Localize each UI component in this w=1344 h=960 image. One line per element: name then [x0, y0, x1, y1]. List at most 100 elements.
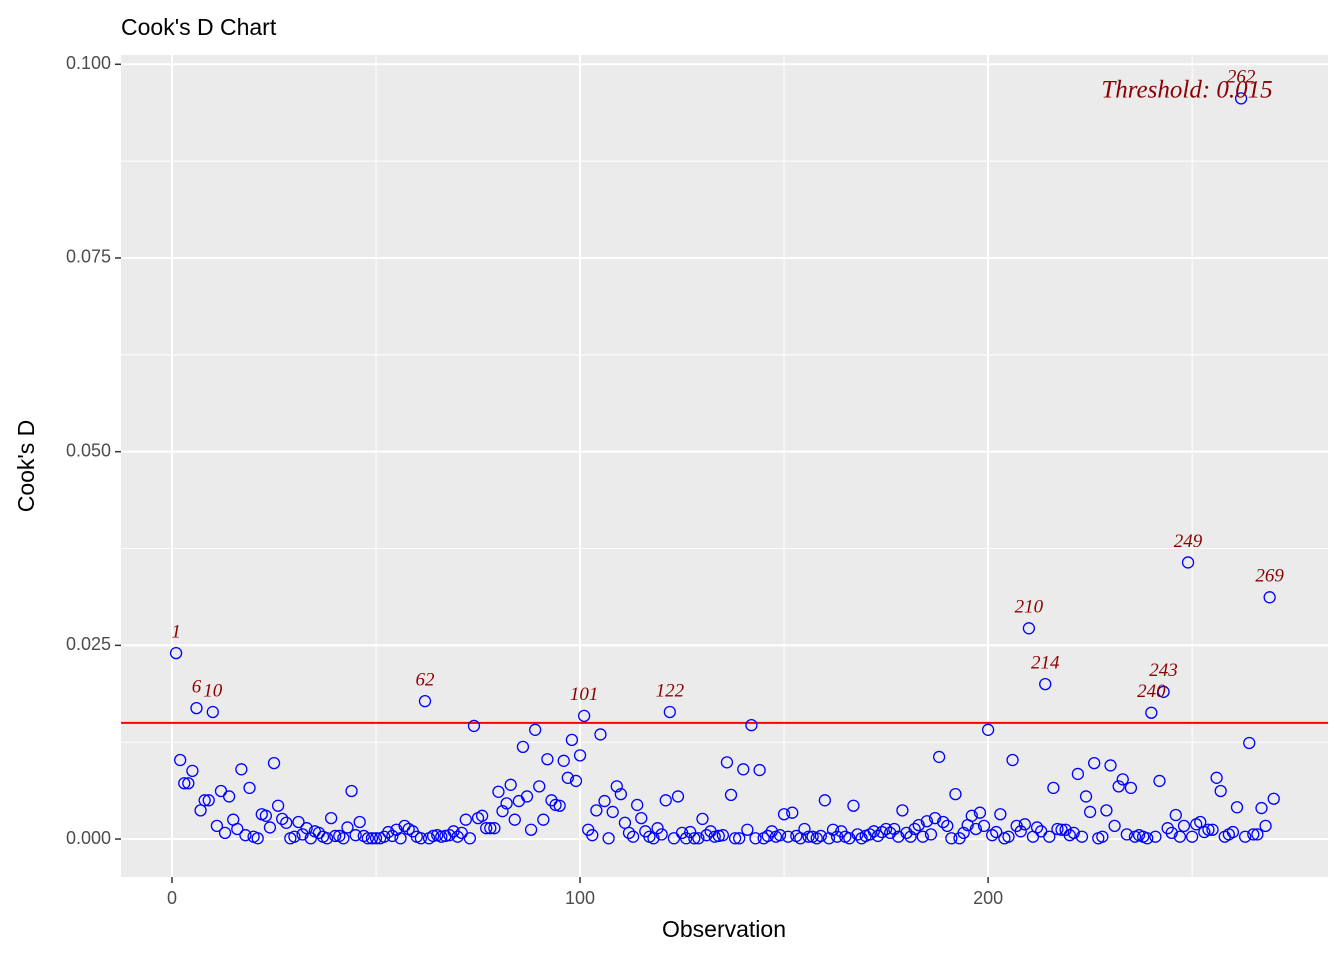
point: [847, 799, 860, 812]
point: [745, 719, 758, 732]
point: [716, 829, 730, 842]
point: [610, 780, 623, 793]
point: [418, 694, 432, 708]
point: [1243, 736, 1256, 750]
point: [218, 826, 232, 839]
point: [973, 806, 987, 819]
point-label: 122: [656, 680, 685, 701]
point: [696, 812, 709, 826]
point: [1185, 830, 1199, 843]
point-label: 10: [203, 680, 223, 701]
point: [798, 822, 811, 836]
point: [994, 808, 1007, 821]
point: [435, 830, 448, 843]
point: [606, 805, 619, 819]
point: [631, 798, 644, 812]
point: [427, 829, 440, 843]
point: [720, 756, 734, 769]
point: [324, 811, 338, 825]
point: [1149, 830, 1162, 843]
point: [708, 830, 721, 843]
point: [288, 830, 301, 843]
point: [239, 829, 252, 842]
point: [896, 804, 909, 817]
point: [912, 818, 925, 832]
point: [190, 701, 203, 715]
point: [1263, 591, 1276, 604]
point: [504, 778, 517, 791]
point: [843, 832, 856, 845]
point: [1267, 792, 1280, 805]
y-tick-label: 0.100: [66, 53, 111, 73]
point-label: 243: [1149, 660, 1178, 681]
point: [1124, 781, 1138, 795]
y-tick-label: 0.000: [66, 828, 111, 848]
chart-title: Cook's D Chart: [121, 14, 277, 40]
point: [508, 813, 521, 826]
point: [488, 822, 501, 835]
point: [1230, 801, 1244, 814]
point: [851, 828, 864, 841]
point: [728, 832, 742, 845]
point: [1145, 706, 1158, 719]
point: [1079, 790, 1093, 803]
point: [549, 798, 562, 812]
point: [1096, 830, 1109, 843]
point: [904, 830, 917, 843]
x-tick-label: 0: [167, 888, 177, 908]
point: [329, 829, 342, 843]
point: [1006, 753, 1019, 767]
point: [320, 832, 334, 845]
point: [626, 830, 640, 843]
point: [1239, 830, 1252, 843]
point: [553, 799, 566, 812]
point: [174, 753, 187, 767]
point: [786, 806, 799, 819]
point: [1153, 774, 1166, 788]
point: [210, 819, 224, 833]
point: [908, 822, 921, 836]
point: [496, 804, 509, 818]
point: [802, 830, 815, 843]
point: [594, 728, 607, 741]
point: [178, 777, 191, 790]
point-label: 101: [570, 684, 599, 705]
point: [651, 822, 664, 835]
point: [1157, 685, 1170, 698]
point: [679, 832, 693, 845]
point: [977, 819, 991, 833]
point: [235, 763, 248, 776]
point: [659, 794, 672, 807]
point: [484, 822, 497, 835]
point: [524, 823, 538, 836]
point: [1116, 773, 1129, 786]
point: [590, 804, 603, 817]
point: [949, 787, 962, 801]
point: [365, 832, 379, 845]
y-tick-label: 0.025: [66, 634, 111, 654]
point: [475, 809, 489, 822]
point: [520, 790, 534, 803]
point: [1161, 822, 1174, 835]
point: [586, 829, 599, 842]
point: [969, 822, 983, 836]
point: [459, 813, 472, 826]
point: [920, 815, 934, 828]
point-label: 240: [1137, 681, 1166, 702]
point: [888, 822, 901, 836]
point: [782, 830, 795, 843]
point: [467, 719, 481, 733]
point: [492, 785, 505, 798]
point-label: 6: [192, 676, 202, 697]
point: [741, 823, 754, 836]
point: [1022, 622, 1036, 635]
point: [500, 797, 513, 810]
point: [292, 815, 305, 829]
point-label: 210: [1015, 597, 1044, 618]
point: [1234, 92, 1248, 105]
point: [565, 733, 579, 747]
point: [928, 811, 942, 825]
point: [557, 754, 570, 767]
point: [1181, 556, 1195, 569]
